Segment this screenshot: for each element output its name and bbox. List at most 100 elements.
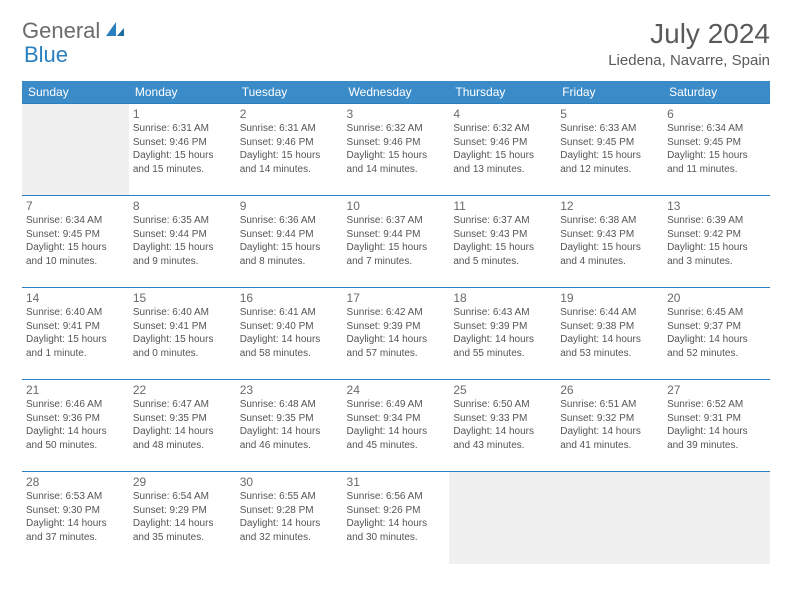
day-info-line: Sunset: 9:46 PM <box>133 136 232 150</box>
day-number: 30 <box>240 475 339 489</box>
day-info-line: Daylight: 15 hours <box>667 149 766 163</box>
day-info-line: and 48 minutes. <box>133 439 232 453</box>
day-info-line: Daylight: 14 hours <box>133 425 232 439</box>
day-info-line: Sunset: 9:45 PM <box>26 228 125 242</box>
day-info-line: Daylight: 14 hours <box>560 425 659 439</box>
day-number: 21 <box>26 383 125 397</box>
day-number: 19 <box>560 291 659 305</box>
location-text: Liedena, Navarre, Spain <box>608 52 770 69</box>
day-number: 23 <box>240 383 339 397</box>
day-cell: 13Sunrise: 6:39 AMSunset: 9:42 PMDayligh… <box>663 196 770 288</box>
day-info-line: and 50 minutes. <box>26 439 125 453</box>
day-info-line: Daylight: 15 hours <box>667 241 766 255</box>
empty-day-cell <box>449 472 556 564</box>
day-info-line: Sunrise: 6:42 AM <box>347 306 446 320</box>
day-info-line: Sunset: 9:46 PM <box>347 136 446 150</box>
day-info-line: Daylight: 15 hours <box>133 333 232 347</box>
logo: General <box>22 18 128 44</box>
day-cell: 20Sunrise: 6:45 AMSunset: 9:37 PMDayligh… <box>663 288 770 380</box>
day-number: 17 <box>347 291 446 305</box>
day-info-line: Sunset: 9:33 PM <box>453 412 552 426</box>
day-cell: 23Sunrise: 6:48 AMSunset: 9:35 PMDayligh… <box>236 380 343 472</box>
day-info-line: Sunset: 9:37 PM <box>667 320 766 334</box>
day-info-line: Sunset: 9:46 PM <box>453 136 552 150</box>
day-info-line: Sunrise: 6:32 AM <box>347 122 446 136</box>
day-info-line: Sunrise: 6:37 AM <box>453 214 552 228</box>
calendar-week-row: 28Sunrise: 6:53 AMSunset: 9:30 PMDayligh… <box>22 472 770 564</box>
day-info-line: Sunset: 9:44 PM <box>347 228 446 242</box>
day-info-line: and 11 minutes. <box>667 163 766 177</box>
day-cell: 25Sunrise: 6:50 AMSunset: 9:33 PMDayligh… <box>449 380 556 472</box>
day-info-line: and 55 minutes. <box>453 347 552 361</box>
day-info-line: Sunset: 9:32 PM <box>560 412 659 426</box>
day-info-line: and 58 minutes. <box>240 347 339 361</box>
day-info-line: Sunrise: 6:46 AM <box>26 398 125 412</box>
day-info-line: Sunset: 9:26 PM <box>347 504 446 518</box>
day-info-line: Sunset: 9:45 PM <box>560 136 659 150</box>
day-info-line: and 12 minutes. <box>560 163 659 177</box>
day-info-line: Daylight: 14 hours <box>240 517 339 531</box>
day-cell: 3Sunrise: 6:32 AMSunset: 9:46 PMDaylight… <box>343 104 450 196</box>
calendar-body: 1Sunrise: 6:31 AMSunset: 9:46 PMDaylight… <box>22 104 770 564</box>
day-cell: 6Sunrise: 6:34 AMSunset: 9:45 PMDaylight… <box>663 104 770 196</box>
day-header: Monday <box>129 81 236 104</box>
day-info-line: and 45 minutes. <box>347 439 446 453</box>
day-cell: 10Sunrise: 6:37 AMSunset: 9:44 PMDayligh… <box>343 196 450 288</box>
day-info-line: and 10 minutes. <box>26 255 125 269</box>
day-cell: 4Sunrise: 6:32 AMSunset: 9:46 PMDaylight… <box>449 104 556 196</box>
day-cell: 17Sunrise: 6:42 AMSunset: 9:39 PMDayligh… <box>343 288 450 380</box>
day-cell: 2Sunrise: 6:31 AMSunset: 9:46 PMDaylight… <box>236 104 343 196</box>
day-info-line: Daylight: 14 hours <box>133 517 232 531</box>
day-header: Tuesday <box>236 81 343 104</box>
day-number: 15 <box>133 291 232 305</box>
day-cell: 24Sunrise: 6:49 AMSunset: 9:34 PMDayligh… <box>343 380 450 472</box>
day-info-line: and 0 minutes. <box>133 347 232 361</box>
day-cell: 8Sunrise: 6:35 AMSunset: 9:44 PMDaylight… <box>129 196 236 288</box>
empty-day-cell <box>663 472 770 564</box>
day-info-line: Sunrise: 6:38 AM <box>560 214 659 228</box>
calendar-week-row: 14Sunrise: 6:40 AMSunset: 9:41 PMDayligh… <box>22 288 770 380</box>
day-info-line: Daylight: 15 hours <box>453 149 552 163</box>
day-info-line: Sunset: 9:38 PM <box>560 320 659 334</box>
day-cell: 14Sunrise: 6:40 AMSunset: 9:41 PMDayligh… <box>22 288 129 380</box>
day-info-line: Sunrise: 6:40 AM <box>133 306 232 320</box>
logo-sail-icon <box>104 20 126 43</box>
day-cell: 5Sunrise: 6:33 AMSunset: 9:45 PMDaylight… <box>556 104 663 196</box>
day-info-line: Sunrise: 6:54 AM <box>133 490 232 504</box>
day-cell: 9Sunrise: 6:36 AMSunset: 9:44 PMDaylight… <box>236 196 343 288</box>
day-number: 28 <box>26 475 125 489</box>
day-number: 31 <box>347 475 446 489</box>
day-number: 27 <box>667 383 766 397</box>
day-info-line: and 32 minutes. <box>240 531 339 545</box>
day-info-line: Sunrise: 6:39 AM <box>667 214 766 228</box>
day-info-line: Sunrise: 6:56 AM <box>347 490 446 504</box>
day-info-line: Sunset: 9:40 PM <box>240 320 339 334</box>
day-info-line: Daylight: 14 hours <box>26 425 125 439</box>
day-info-line: Sunrise: 6:31 AM <box>133 122 232 136</box>
day-cell: 31Sunrise: 6:56 AMSunset: 9:26 PMDayligh… <box>343 472 450 564</box>
day-info-line: Sunrise: 6:37 AM <box>347 214 446 228</box>
day-cell: 16Sunrise: 6:41 AMSunset: 9:40 PMDayligh… <box>236 288 343 380</box>
day-info-line: Sunrise: 6:43 AM <box>453 306 552 320</box>
day-header: Thursday <box>449 81 556 104</box>
day-info-line: Sunset: 9:43 PM <box>560 228 659 242</box>
day-info-line: Daylight: 14 hours <box>240 333 339 347</box>
calendar-week-row: 7Sunrise: 6:34 AMSunset: 9:45 PMDaylight… <box>22 196 770 288</box>
day-number: 20 <box>667 291 766 305</box>
day-info-line: and 30 minutes. <box>347 531 446 545</box>
day-info-line: Sunrise: 6:47 AM <box>133 398 232 412</box>
day-info-line: Sunrise: 6:55 AM <box>240 490 339 504</box>
day-info-line: Sunrise: 6:32 AM <box>453 122 552 136</box>
page-header: General July 2024 Liedena, Navarre, Spai… <box>22 18 770 69</box>
empty-day-cell <box>22 104 129 196</box>
day-info-line: and 35 minutes. <box>133 531 232 545</box>
day-number: 1 <box>133 107 232 121</box>
day-info-line: Sunrise: 6:53 AM <box>26 490 125 504</box>
day-info-line: and 9 minutes. <box>133 255 232 269</box>
day-info-line: Daylight: 15 hours <box>560 241 659 255</box>
logo-text-general: General <box>22 18 100 44</box>
day-info-line: Sunrise: 6:44 AM <box>560 306 659 320</box>
day-info-line: and 43 minutes. <box>453 439 552 453</box>
day-info-line: Sunset: 9:44 PM <box>240 228 339 242</box>
day-cell: 1Sunrise: 6:31 AMSunset: 9:46 PMDaylight… <box>129 104 236 196</box>
